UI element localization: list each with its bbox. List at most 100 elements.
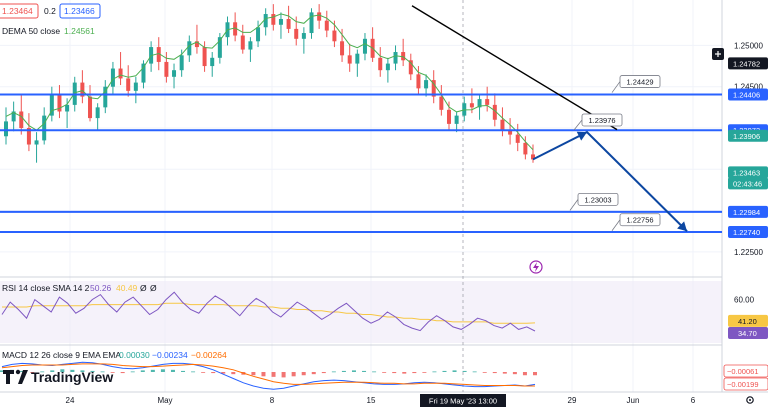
candle[interactable] bbox=[278, 12, 283, 39]
candle[interactable] bbox=[362, 33, 367, 61]
sell-button[interactable] bbox=[0, 3, 39, 19]
candle[interactable] bbox=[347, 43, 352, 72]
level-callouts[interactable]: 1.24429 1.23976 1.23003 1.22756 bbox=[569, 75, 661, 231]
macd-bar bbox=[221, 372, 226, 374]
macd-signal-line[interactable] bbox=[1, 363, 535, 387]
price-axis-tags: 1.247821.244061.239731.239061.2346302:43… bbox=[728, 57, 768, 239]
candle[interactable] bbox=[523, 136, 528, 160]
candle[interactable] bbox=[210, 52, 215, 77]
candle[interactable] bbox=[49, 86, 54, 122]
candle[interactable] bbox=[42, 107, 47, 145]
price-tag-label: 1.23463 bbox=[733, 168, 760, 177]
candle[interactable] bbox=[103, 80, 108, 114]
rsi-line[interactable] bbox=[1, 291, 536, 332]
candle[interactable] bbox=[531, 144, 535, 163]
horizontal-levels[interactable] bbox=[0, 93, 722, 234]
candle[interactable] bbox=[378, 47, 383, 77]
candle[interactable] bbox=[515, 123, 520, 152]
level-callout-label: 1.22756 bbox=[626, 216, 653, 225]
candle[interactable] bbox=[477, 94, 482, 120]
candle[interactable] bbox=[65, 98, 70, 129]
add-alert-plus-icon[interactable] bbox=[712, 48, 724, 60]
rsi-tag-label: 41.20 bbox=[738, 317, 757, 326]
candle[interactable] bbox=[217, 33, 222, 64]
level-callout[interactable]: 1.23976 bbox=[573, 113, 623, 131]
candle[interactable] bbox=[439, 85, 444, 116]
candle[interactable] bbox=[233, 12, 238, 42]
macd-bar bbox=[70, 369, 75, 372]
candle[interactable] bbox=[500, 107, 505, 137]
alert-lightning-icon[interactable] bbox=[529, 260, 543, 274]
candle[interactable] bbox=[408, 53, 413, 81]
candle[interactable] bbox=[317, 4, 322, 29]
macd-bar bbox=[231, 372, 236, 375]
candle[interactable] bbox=[431, 70, 436, 104]
candle[interactable] bbox=[126, 65, 131, 97]
candle[interactable] bbox=[88, 85, 93, 122]
candle[interactable] bbox=[164, 52, 169, 83]
rsi-extra-2: Ø bbox=[150, 283, 157, 293]
macd-bar bbox=[191, 371, 196, 373]
candle[interactable] bbox=[19, 94, 24, 135]
candle[interactable] bbox=[110, 61, 115, 95]
candle[interactable] bbox=[202, 41, 207, 72]
candle[interactable] bbox=[454, 111, 459, 133]
macd-legend-title: MACD 12 26 close 9 EMA EMA bbox=[2, 350, 121, 360]
candle[interactable] bbox=[286, 5, 291, 34]
candle[interactable] bbox=[309, 8, 314, 39]
candle[interactable] bbox=[385, 57, 390, 83]
candle[interactable] bbox=[424, 74, 429, 97]
candle[interactable] bbox=[256, 20, 261, 48]
candle[interactable] bbox=[187, 35, 192, 62]
candle[interactable] bbox=[141, 60, 146, 89]
candle[interactable] bbox=[194, 24, 199, 54]
macd-bar bbox=[512, 372, 517, 375]
candle[interactable] bbox=[301, 27, 306, 54]
level-callout-label: 1.24429 bbox=[626, 78, 653, 87]
candle[interactable] bbox=[492, 93, 497, 127]
projection-arrows[interactable] bbox=[532, 130, 688, 232]
candle[interactable] bbox=[133, 76, 138, 104]
buy-button[interactable] bbox=[59, 3, 101, 19]
candle[interactable] bbox=[393, 45, 398, 71]
macd-line[interactable] bbox=[1, 361, 536, 390]
candle[interactable] bbox=[240, 24, 245, 54]
trendline[interactable] bbox=[411, 5, 618, 131]
settings-gear-icon[interactable] bbox=[746, 396, 754, 404]
candle[interactable] bbox=[118, 52, 123, 86]
candle[interactable] bbox=[324, 10, 329, 38]
level-callout[interactable]: 1.23003 bbox=[569, 192, 619, 211]
macd-bar bbox=[502, 372, 507, 374]
candle[interactable] bbox=[11, 101, 16, 132]
dema-line[interactable] bbox=[5, 13, 534, 151]
level-callout[interactable]: 1.24429 bbox=[611, 75, 661, 93]
candle[interactable] bbox=[416, 66, 421, 95]
candle[interactable] bbox=[485, 86, 490, 112]
candle[interactable] bbox=[248, 37, 253, 62]
tradingview-logo[interactable]: TradingView bbox=[3, 369, 113, 385]
macd-bar bbox=[100, 371, 105, 373]
candle[interactable] bbox=[26, 113, 31, 152]
level-callout[interactable]: 1.22756 bbox=[611, 213, 661, 231]
macd-histogram[interactable] bbox=[0, 369, 537, 378]
macd-bar bbox=[170, 369, 175, 372]
candle[interactable] bbox=[469, 88, 474, 114]
macd-bar bbox=[90, 370, 95, 372]
brand-name: TradingView bbox=[31, 369, 113, 385]
candle[interactable] bbox=[355, 49, 360, 77]
candle[interactable] bbox=[4, 107, 8, 145]
candle[interactable] bbox=[508, 118, 513, 145]
macd-bar bbox=[20, 370, 25, 372]
candle[interactable] bbox=[401, 38, 406, 67]
candle[interactable] bbox=[263, 8, 268, 36]
price-axis-ticks[interactable]: 1.25000 1.24500 1.22500 bbox=[734, 41, 763, 256]
candle[interactable] bbox=[95, 103, 100, 130]
candle[interactable] bbox=[57, 85, 62, 119]
time-axis-ticks[interactable]: 24 May 8 15 29 Jun 6 bbox=[66, 396, 696, 405]
macd-tag: −0.00199 bbox=[723, 377, 768, 391]
candle[interactable] bbox=[80, 70, 85, 104]
candle[interactable] bbox=[34, 132, 39, 163]
candle[interactable] bbox=[172, 63, 177, 89]
rsi-legend: RSI 14 close SMA 14 2 50.26 40.49 Ø Ø bbox=[2, 283, 157, 293]
